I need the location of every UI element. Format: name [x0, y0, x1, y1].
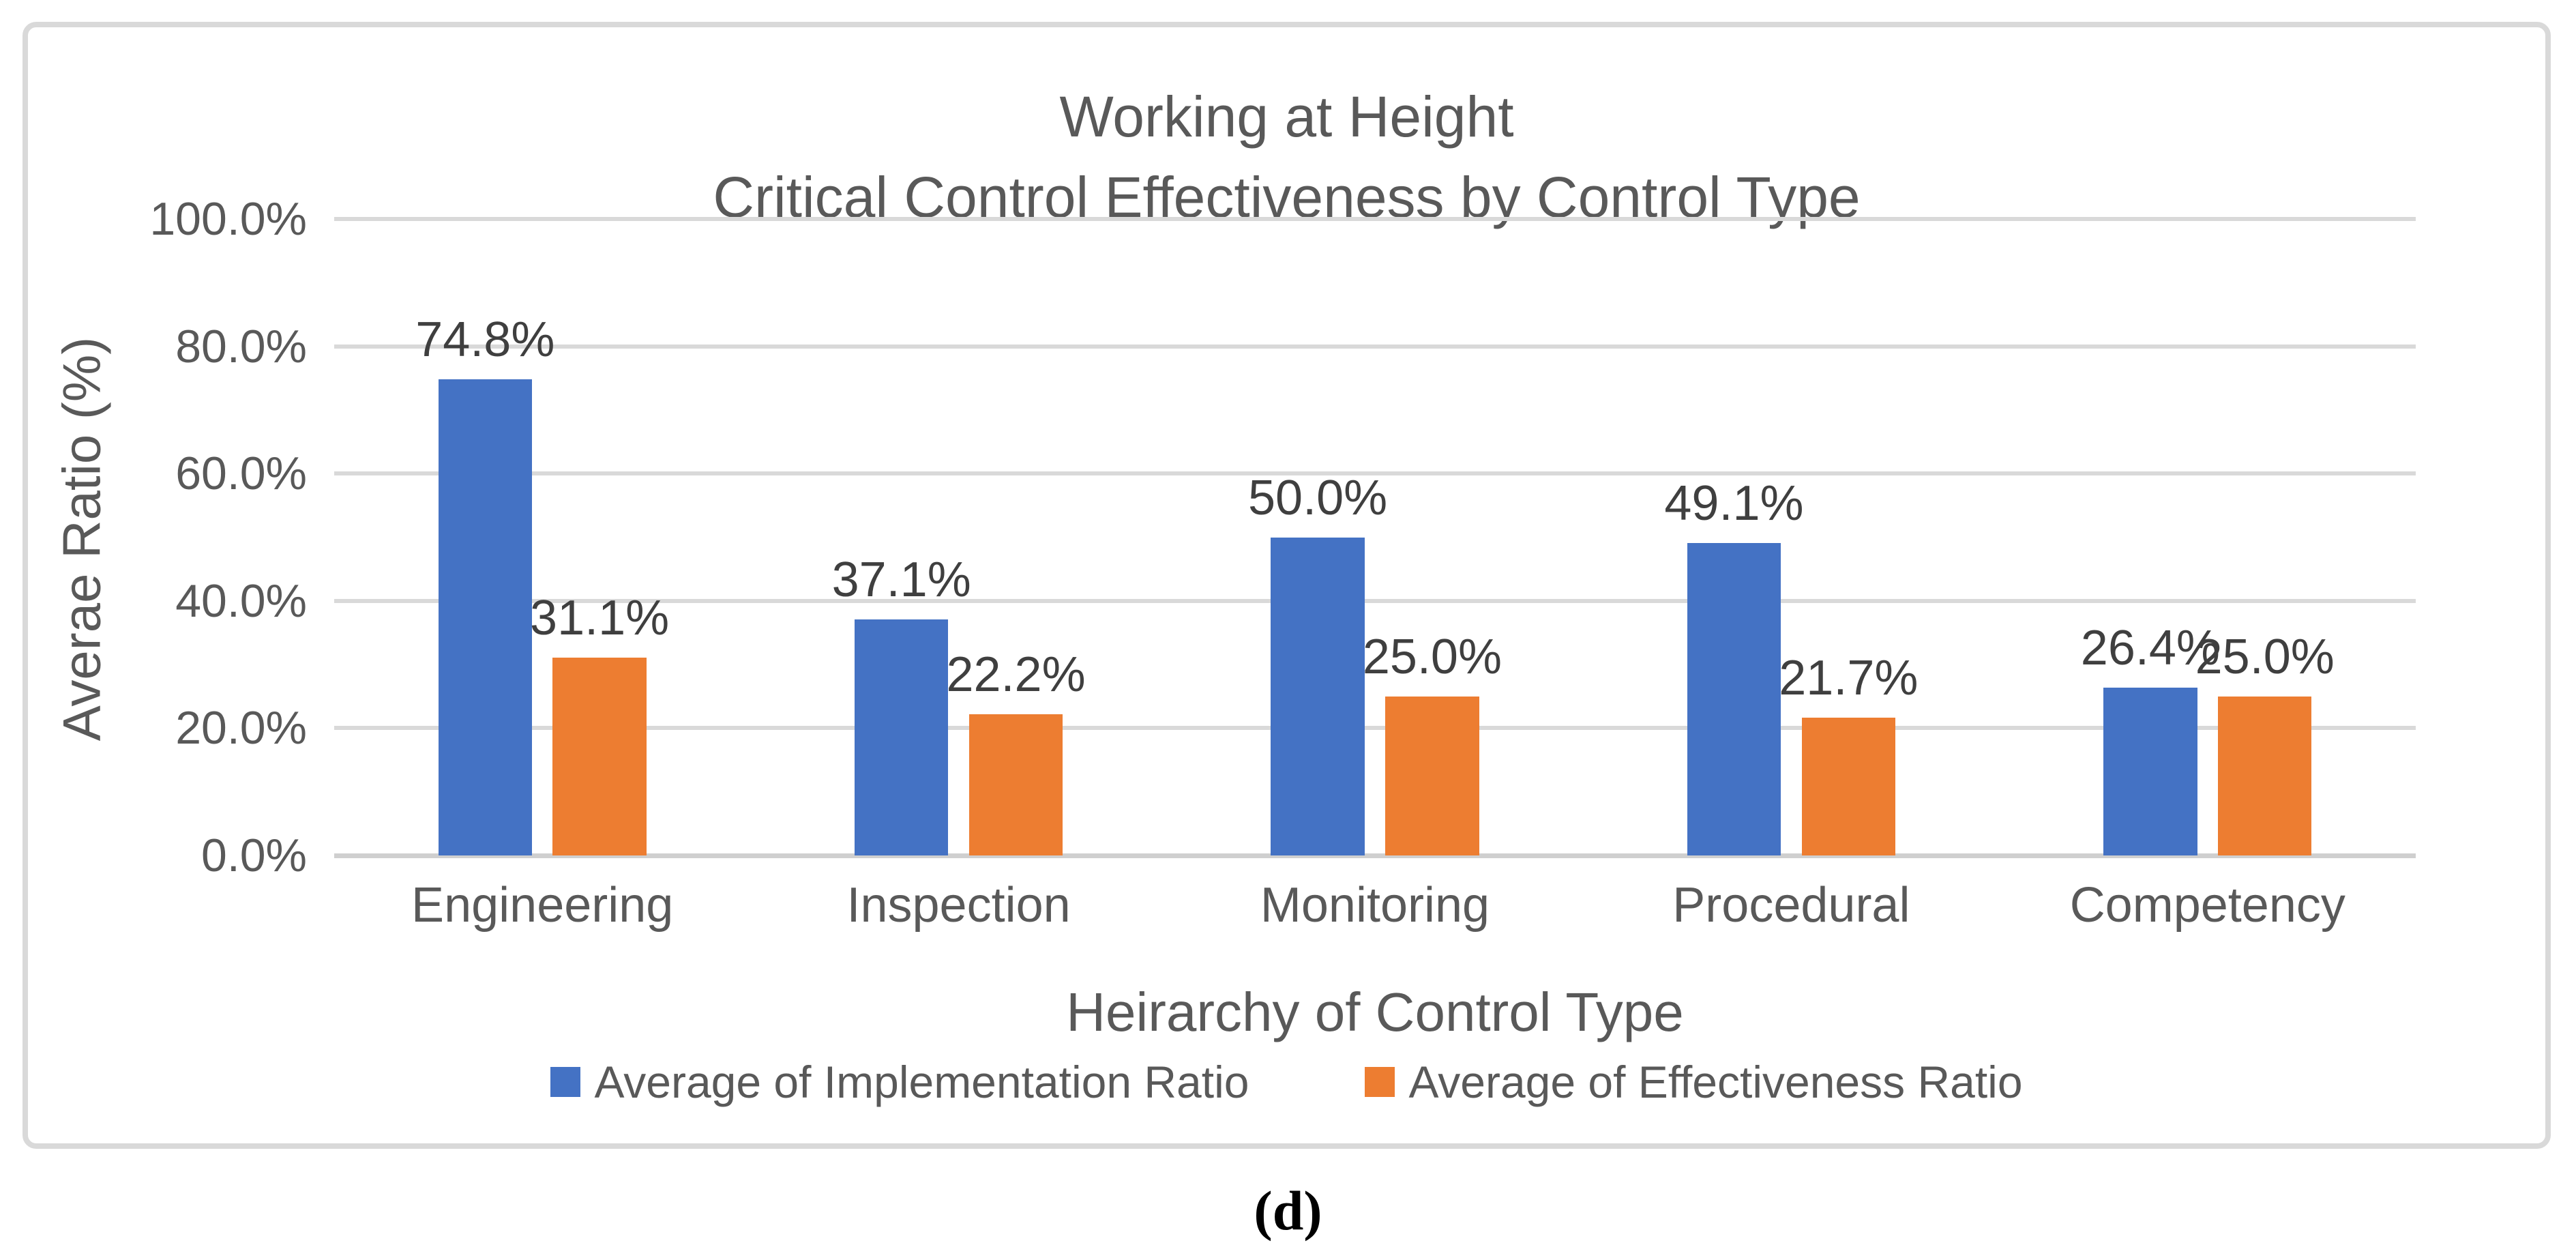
data-label: 25.0%: [1362, 629, 1502, 684]
category-label-competency: Competency: [2069, 878, 2345, 933]
y-tick-label: 100.0%: [149, 193, 307, 245]
y-tick-label: 80.0%: [175, 320, 307, 372]
chart-legend: Average of Implementation Ratio Average o…: [23, 1056, 2551, 1108]
data-label: 37.1%: [831, 552, 971, 607]
category-label-inspection: Inspection: [846, 878, 1071, 933]
gridline: [334, 344, 2416, 349]
effectiveness-bar-inspection: [968, 714, 1063, 855]
data-label: 25.0%: [2195, 629, 2335, 684]
bar-group-inspection: 37.1% 22.2%: [750, 219, 1166, 855]
effectiveness-bar-procedural: [1801, 717, 1895, 855]
chart-title: Working at Height Critical Control Effec…: [23, 76, 2551, 237]
category-label-procedural: Procedural: [1672, 878, 1910, 933]
bar-group-monitoring: 50.0% 25.0%: [1167, 219, 1583, 855]
y-tick-label: 40.0%: [175, 574, 307, 627]
implementation-bar-competency: [2103, 687, 2197, 855]
data-label: 22.2%: [946, 647, 1086, 702]
data-label: 49.1%: [1664, 475, 1804, 531]
implementation-bar-engineering: [438, 379, 532, 855]
legend-item-effectiveness: Average of Effectiveness Ratio: [1365, 1056, 2023, 1108]
gridline: [334, 471, 2416, 476]
gridline: [334, 726, 2416, 731]
data-label: 26.4%: [2080, 620, 2220, 675]
effectiveness-bar-monitoring: [1385, 696, 1479, 855]
y-tick-label: 0.0%: [201, 830, 307, 881]
bar-group-competency: 26.4% 25.0%: [2000, 219, 2416, 855]
implementation-bar-procedural: [1687, 542, 1781, 855]
data-label: 50.0%: [1247, 470, 1388, 525]
figure-caption: (d): [1254, 1180, 1322, 1242]
gridline: [334, 598, 2416, 603]
category-label-engineering: Engineering: [411, 878, 674, 933]
x-axis-title: Heirarchy of Control Type: [1066, 982, 1684, 1042]
data-label: 31.1%: [530, 590, 670, 645]
y-tick-label: 60.0%: [175, 448, 307, 500]
implementation-bar-monitoring: [1271, 537, 1365, 855]
effectiveness-bar-competency: [2218, 696, 2312, 855]
bar-group-engineering: 74.8% 31.1%: [334, 219, 750, 855]
implementation-bar-inspection: [854, 619, 949, 855]
legend-item-implementation: Average of Implementation Ratio: [550, 1056, 1249, 1108]
effectiveness-bar-engineering: [552, 657, 647, 855]
plot-area: 74.8% 31.1% 37.1% 22.2% 50.0% 25.0% 49.1% 21.7%…: [334, 217, 2416, 858]
data-label: 21.7%: [1779, 650, 1919, 705]
x-axis-line: [334, 853, 2416, 858]
gridline: [334, 217, 2416, 221]
data-label: 74.8%: [415, 312, 555, 368]
category-label-monitoring: Monitoring: [1260, 878, 1490, 933]
legend-swatch-icon: [550, 1067, 581, 1097]
y-tick-label: 20.0%: [175, 702, 307, 754]
legend-label: Average of Implementation Ratio: [594, 1057, 1249, 1107]
bar-group-procedural: 49.1% 21.7%: [1583, 219, 1999, 855]
legend-swatch-icon: [1365, 1067, 1395, 1097]
chart-title-line1: Working at Height: [1059, 85, 1514, 149]
legend-label: Average of Effectiveness Ratio: [1408, 1057, 2023, 1107]
